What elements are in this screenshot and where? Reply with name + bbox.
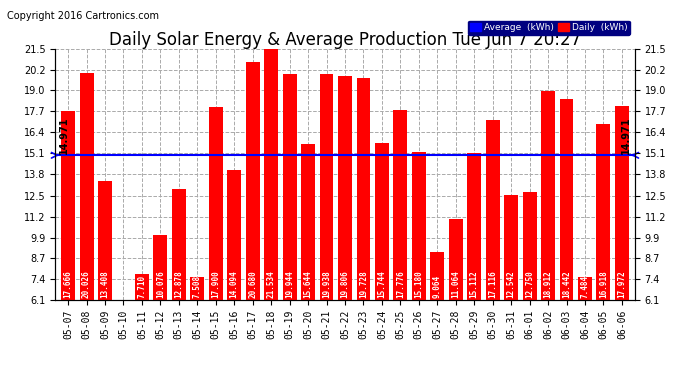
Legend: Average  (kWh), Daily  (kWh): Average (kWh), Daily (kWh) xyxy=(468,21,630,35)
Text: 15.644: 15.644 xyxy=(304,270,313,297)
Bar xyxy=(431,252,444,300)
Text: 16.918: 16.918 xyxy=(599,270,608,297)
Text: 21.534: 21.534 xyxy=(266,270,276,297)
Bar xyxy=(153,235,168,300)
Text: 15.744: 15.744 xyxy=(377,270,386,297)
Bar xyxy=(283,74,297,300)
Text: 7.508: 7.508 xyxy=(193,274,202,297)
Text: 19.728: 19.728 xyxy=(359,270,368,297)
Bar xyxy=(357,78,371,300)
Text: 9.064: 9.064 xyxy=(433,274,442,297)
Bar xyxy=(135,274,149,300)
Bar xyxy=(227,170,242,300)
Text: Copyright 2016 Cartronics.com: Copyright 2016 Cartronics.com xyxy=(7,11,159,21)
Bar xyxy=(338,76,352,300)
Bar xyxy=(393,110,407,300)
Title: Daily Solar Energy & Average Production Tue Jun 7 20:27: Daily Solar Energy & Average Production … xyxy=(109,31,581,49)
Bar xyxy=(615,106,629,300)
Text: 14.094: 14.094 xyxy=(230,270,239,297)
Text: 10.076: 10.076 xyxy=(156,270,165,297)
Text: 15.180: 15.180 xyxy=(414,270,424,297)
Text: 14.971: 14.971 xyxy=(59,116,69,154)
Bar xyxy=(560,99,573,300)
Text: 17.900: 17.900 xyxy=(211,270,220,297)
Bar xyxy=(448,219,463,300)
Text: 19.944: 19.944 xyxy=(285,270,294,297)
Text: 20.026: 20.026 xyxy=(82,270,91,297)
Bar xyxy=(246,62,259,300)
Bar xyxy=(596,123,611,300)
Text: 7.484: 7.484 xyxy=(580,274,589,297)
Text: 17.776: 17.776 xyxy=(396,270,405,297)
Text: 19.938: 19.938 xyxy=(322,270,331,297)
Text: 14.971: 14.971 xyxy=(621,116,631,154)
Bar xyxy=(190,277,204,300)
Bar xyxy=(578,278,592,300)
Text: 17.116: 17.116 xyxy=(488,270,497,297)
Bar xyxy=(264,48,278,300)
Bar xyxy=(412,152,426,300)
Text: 20.680: 20.680 xyxy=(248,270,257,297)
Bar xyxy=(467,153,481,300)
Bar xyxy=(98,181,112,300)
Bar xyxy=(301,144,315,300)
Text: 17.666: 17.666 xyxy=(63,270,72,297)
Text: 7.710: 7.710 xyxy=(137,274,146,297)
Bar xyxy=(61,111,75,300)
Bar xyxy=(504,195,518,300)
Bar xyxy=(172,189,186,300)
Bar xyxy=(486,120,500,300)
Text: 12.750: 12.750 xyxy=(525,270,534,297)
Text: 12.878: 12.878 xyxy=(175,270,184,297)
Text: 11.064: 11.064 xyxy=(451,270,460,297)
Text: 15.112: 15.112 xyxy=(470,270,479,297)
Bar xyxy=(79,73,94,300)
Bar xyxy=(522,192,537,300)
Bar xyxy=(541,91,555,300)
Text: 12.542: 12.542 xyxy=(506,270,515,297)
Text: 18.912: 18.912 xyxy=(544,270,553,297)
Text: 13.408: 13.408 xyxy=(101,270,110,297)
Text: 17.972: 17.972 xyxy=(618,270,627,297)
Bar xyxy=(375,142,389,300)
Bar xyxy=(209,108,223,300)
Bar xyxy=(319,74,333,300)
Text: 18.442: 18.442 xyxy=(562,270,571,297)
Text: 19.806: 19.806 xyxy=(340,270,350,297)
